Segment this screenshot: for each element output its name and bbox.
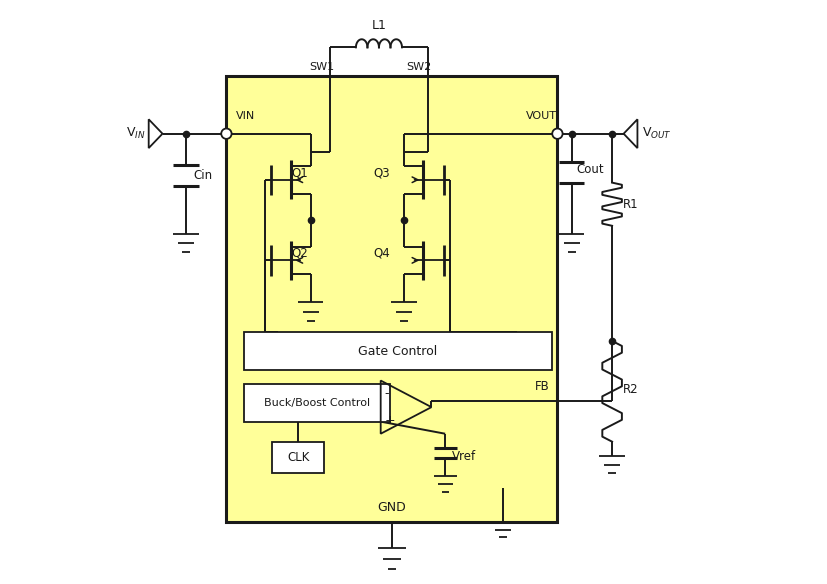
Text: Gate Control: Gate Control [358,345,437,357]
Text: Buck/Boost Control: Buck/Boost Control [264,398,370,408]
Circle shape [222,128,232,139]
Circle shape [552,128,562,139]
Text: GND: GND [378,502,406,515]
Text: VIN: VIN [236,112,255,121]
Text: -: - [385,387,389,401]
Text: V$_{OUT}$: V$_{OUT}$ [642,126,672,141]
Bar [272,442,324,474]
Text: Q2: Q2 [292,247,308,260]
Text: Cin: Cin [194,169,213,182]
Text: CLK: CLK [287,451,309,464]
Text: L1: L1 [371,19,386,32]
Text: V$_{IN}$: V$_{IN}$ [127,126,146,141]
Text: FB: FB [534,381,549,394]
Text: VOUT: VOUT [526,112,557,121]
Bar [244,384,390,422]
Text: R1: R1 [623,198,638,211]
Text: +: + [385,414,395,427]
Text: Q1: Q1 [292,166,308,179]
Text: Cout: Cout [576,163,604,176]
Bar [227,76,557,522]
Text: Q4: Q4 [374,247,390,260]
Text: Q3: Q3 [374,166,390,179]
Text: R2: R2 [623,383,638,397]
Text: Vref: Vref [452,450,476,463]
Text: SW1: SW1 [308,62,334,72]
Text: SW2: SW2 [407,62,432,72]
Bar [244,332,552,370]
